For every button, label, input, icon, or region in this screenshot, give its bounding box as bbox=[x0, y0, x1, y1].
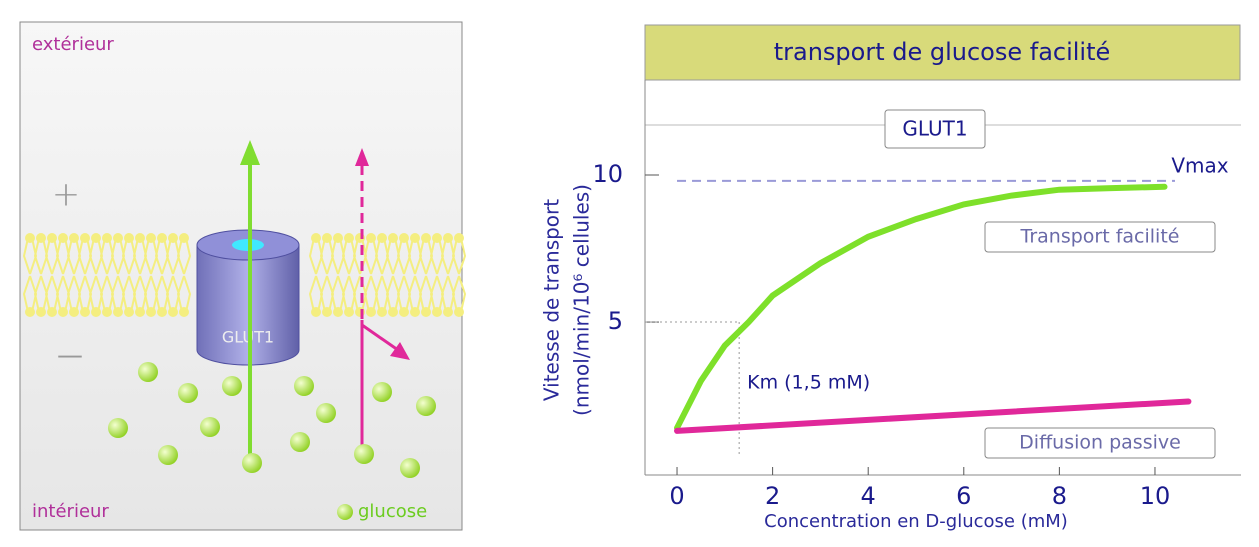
lipid-head bbox=[421, 307, 431, 317]
lipid-head bbox=[124, 307, 134, 317]
lipid-head bbox=[25, 307, 35, 317]
lipid-head bbox=[311, 307, 321, 317]
lipid-head bbox=[454, 233, 464, 243]
lipid-head bbox=[146, 307, 156, 317]
lipid-head bbox=[58, 233, 68, 243]
lipid-head bbox=[399, 307, 409, 317]
series-label: Diffusion passive bbox=[1019, 432, 1181, 454]
x-tick-label: 8 bbox=[1052, 482, 1067, 510]
plot: 5 10 0 2 4 6 8 10 Vmax Km (1,5 mM) Transport facil… bbox=[592, 153, 1228, 510]
lipid-head bbox=[179, 307, 189, 317]
page: extérieur intérieur + — GLUT1 glucose tr… bbox=[0, 0, 1259, 547]
legend-label: glucose bbox=[358, 501, 427, 522]
charge: — bbox=[57, 341, 83, 371]
lipid-head bbox=[366, 307, 376, 317]
label: intérieur bbox=[32, 501, 109, 522]
lipid-head bbox=[443, 233, 453, 243]
lipid-head bbox=[377, 307, 387, 317]
lipid-head bbox=[443, 307, 453, 317]
lipid-head bbox=[157, 307, 167, 317]
charge: + bbox=[52, 175, 81, 215]
x-tick-label: 4 bbox=[861, 482, 876, 510]
lipid-head bbox=[80, 233, 90, 243]
lipid-head bbox=[311, 233, 321, 243]
annotation: Km (1,5 mM) bbox=[747, 372, 870, 394]
lipid-head bbox=[333, 307, 343, 317]
lipid-head bbox=[25, 233, 35, 243]
label: extérieur bbox=[32, 34, 114, 55]
lipid-head bbox=[454, 307, 464, 317]
lipid-head bbox=[91, 233, 101, 243]
lipid-head bbox=[113, 307, 123, 317]
y-tick-label: 5 bbox=[608, 307, 623, 335]
lipid-head bbox=[366, 233, 376, 243]
x-tick-label: 0 bbox=[669, 482, 684, 510]
lipid-head bbox=[388, 307, 398, 317]
series-line bbox=[677, 401, 1188, 430]
chart-subtitle: GLUT1 bbox=[902, 117, 967, 141]
y-tick-label: 10 bbox=[592, 160, 623, 188]
lipid-head bbox=[91, 307, 101, 317]
x-tick-label: 2 bbox=[765, 482, 780, 510]
y-axis-label: Vitesse de transport bbox=[540, 199, 564, 401]
x-tick-label: 10 bbox=[1140, 482, 1171, 510]
lipid-head bbox=[432, 233, 442, 243]
lipid-head bbox=[36, 307, 46, 317]
lipid-head bbox=[135, 307, 145, 317]
lipid-head bbox=[322, 233, 332, 243]
lipid-head bbox=[333, 233, 343, 243]
lipid-head bbox=[322, 307, 332, 317]
lipid-head bbox=[80, 307, 90, 317]
lipid-head bbox=[47, 233, 57, 243]
lipid-head bbox=[168, 233, 178, 243]
lipid-head bbox=[344, 233, 354, 243]
lipid-head bbox=[135, 233, 145, 243]
lipid-head bbox=[388, 233, 398, 243]
annotation: Vmax bbox=[1171, 153, 1228, 177]
y-axis-label: (nmol/min/10⁶ cellules) bbox=[570, 184, 594, 416]
lipid-head bbox=[410, 233, 420, 243]
lipid-head bbox=[102, 233, 112, 243]
lipid-head bbox=[399, 233, 409, 243]
x-tick-label: 6 bbox=[956, 482, 971, 510]
lipid-head bbox=[432, 307, 442, 317]
lipid-head bbox=[421, 233, 431, 243]
lipid-head bbox=[124, 233, 134, 243]
lipid-head bbox=[179, 233, 189, 243]
lipid-head bbox=[168, 307, 178, 317]
series-label: Transport facilité bbox=[1020, 226, 1180, 248]
lipid-head bbox=[102, 307, 112, 317]
lipid-head bbox=[410, 307, 420, 317]
chart-title: transport de glucose facilité bbox=[774, 38, 1111, 66]
lipid-head bbox=[146, 233, 156, 243]
lipid-head bbox=[47, 307, 57, 317]
lipid-head bbox=[377, 233, 387, 243]
figure: extérieur intérieur + — GLUT1 glucose tr… bbox=[0, 0, 1259, 547]
lipid-head bbox=[344, 307, 354, 317]
lipid-head bbox=[69, 233, 79, 243]
lipid-head bbox=[69, 307, 79, 317]
x-axis-label: Concentration en D-glucose (mM) bbox=[764, 511, 1068, 532]
lipid-head bbox=[113, 233, 123, 243]
lipid-head bbox=[36, 233, 46, 243]
lipid-head bbox=[157, 233, 167, 243]
lipid-head bbox=[58, 307, 68, 317]
